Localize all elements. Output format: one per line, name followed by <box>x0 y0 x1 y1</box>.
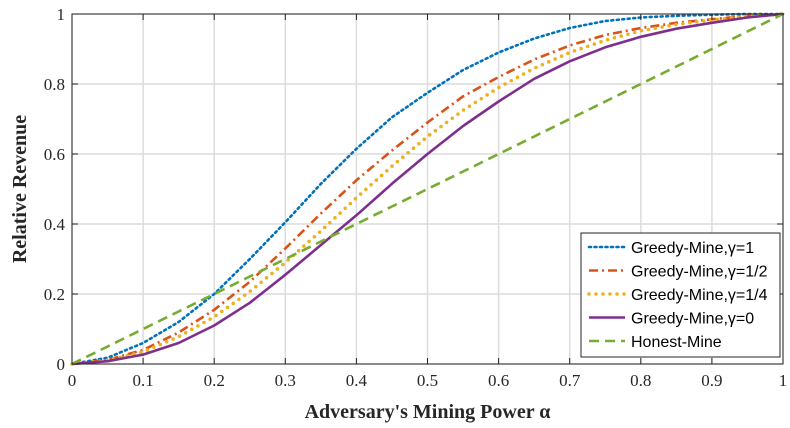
series-line-4 <box>71 12 784 366</box>
legend-label: Honest-Mine <box>631 334 722 351</box>
y-tick-label: 0.4 <box>44 215 66 234</box>
x-tick-label: 0.8 <box>630 371 651 390</box>
legend-label: Greedy-Mine,γ=0 <box>631 311 754 328</box>
x-tick-label: 1 <box>779 371 788 390</box>
legend-label: Greedy-Mine,γ=1/2 <box>631 264 768 281</box>
x-axis-label: Adversary's Mining Power α <box>305 401 551 423</box>
x-tick-label: 0.3 <box>275 371 296 390</box>
series-line-2 <box>71 12 784 366</box>
series-line-3 <box>70 12 785 366</box>
series-group <box>70 12 785 366</box>
y-tick-label: 0.6 <box>44 145 65 164</box>
y-tick-label: 0.2 <box>44 285 65 304</box>
ticks: 0 0.1 0.2 0.3 0.4 0.5 0.6 0.7 0.8 0.9 1 0 0.2 0.4 0.6 0… <box>44 5 788 390</box>
x-tick-label: 0.6 <box>488 371 509 390</box>
legend-label: Greedy-Mine,γ=1 <box>631 240 754 257</box>
x-tick-label: 0.2 <box>204 371 225 390</box>
x-tick-label: 0.1 <box>132 371 153 390</box>
y-tick-label: 1 <box>57 5 66 24</box>
x-tick-label: 0.5 <box>417 371 438 390</box>
x-tick-label: 0 <box>68 371 77 390</box>
x-tick-label: 0.4 <box>346 371 368 390</box>
legend-box <box>580 232 781 358</box>
legend: Greedy-Mine,γ=1 Greedy-Mine,γ=1/2 Greedy-M… <box>580 232 781 358</box>
legend-label: Greedy-Mine,γ=1/4 <box>631 287 768 304</box>
y-axis-label: Relative Revenue <box>9 115 31 263</box>
series-line-1 <box>70 12 785 366</box>
y-tick-label: 0.8 <box>44 75 65 94</box>
x-tick-label: 0.7 <box>559 371 581 390</box>
series-line-5 <box>71 12 784 366</box>
x-tick-label: 0.9 <box>701 371 722 390</box>
y-tick-label: 0 <box>57 355 66 374</box>
